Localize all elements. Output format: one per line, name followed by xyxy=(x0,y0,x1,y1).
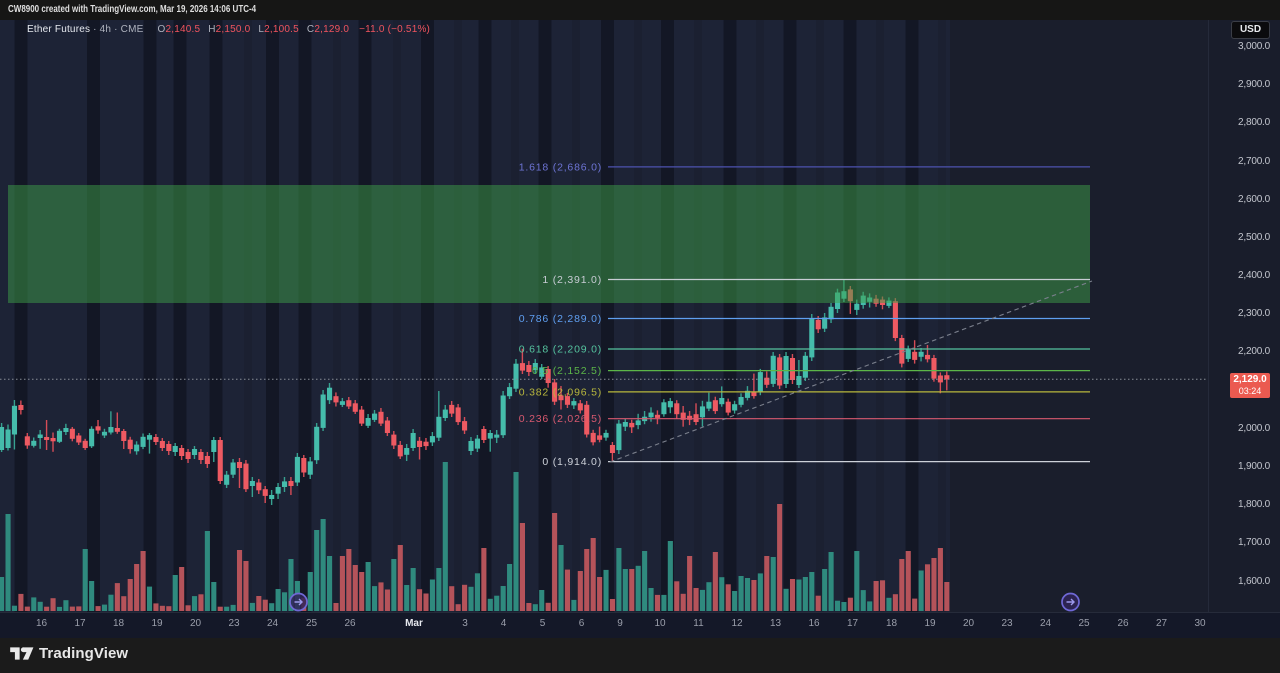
svg-text:0.382 (2,096.5): 0.382 (2,096.5) xyxy=(519,386,602,398)
svg-text:0.786 (2,289.0): 0.786 (2,289.0) xyxy=(519,313,602,325)
svg-text:0.5 (2,152.5): 0.5 (2,152.5) xyxy=(532,365,602,377)
svg-text:1.618 (2,686.0): 1.618 (2,686.0) xyxy=(519,161,602,173)
svg-text:0 (1,914.0): 0 (1,914.0) xyxy=(542,456,602,468)
svg-text:0.618 (2,209.0): 0.618 (2,209.0) xyxy=(519,344,602,356)
svg-text:1 (2,391.0): 1 (2,391.0) xyxy=(542,274,602,286)
svg-text:0.236 (2,026.5): 0.236 (2,026.5) xyxy=(519,413,602,425)
